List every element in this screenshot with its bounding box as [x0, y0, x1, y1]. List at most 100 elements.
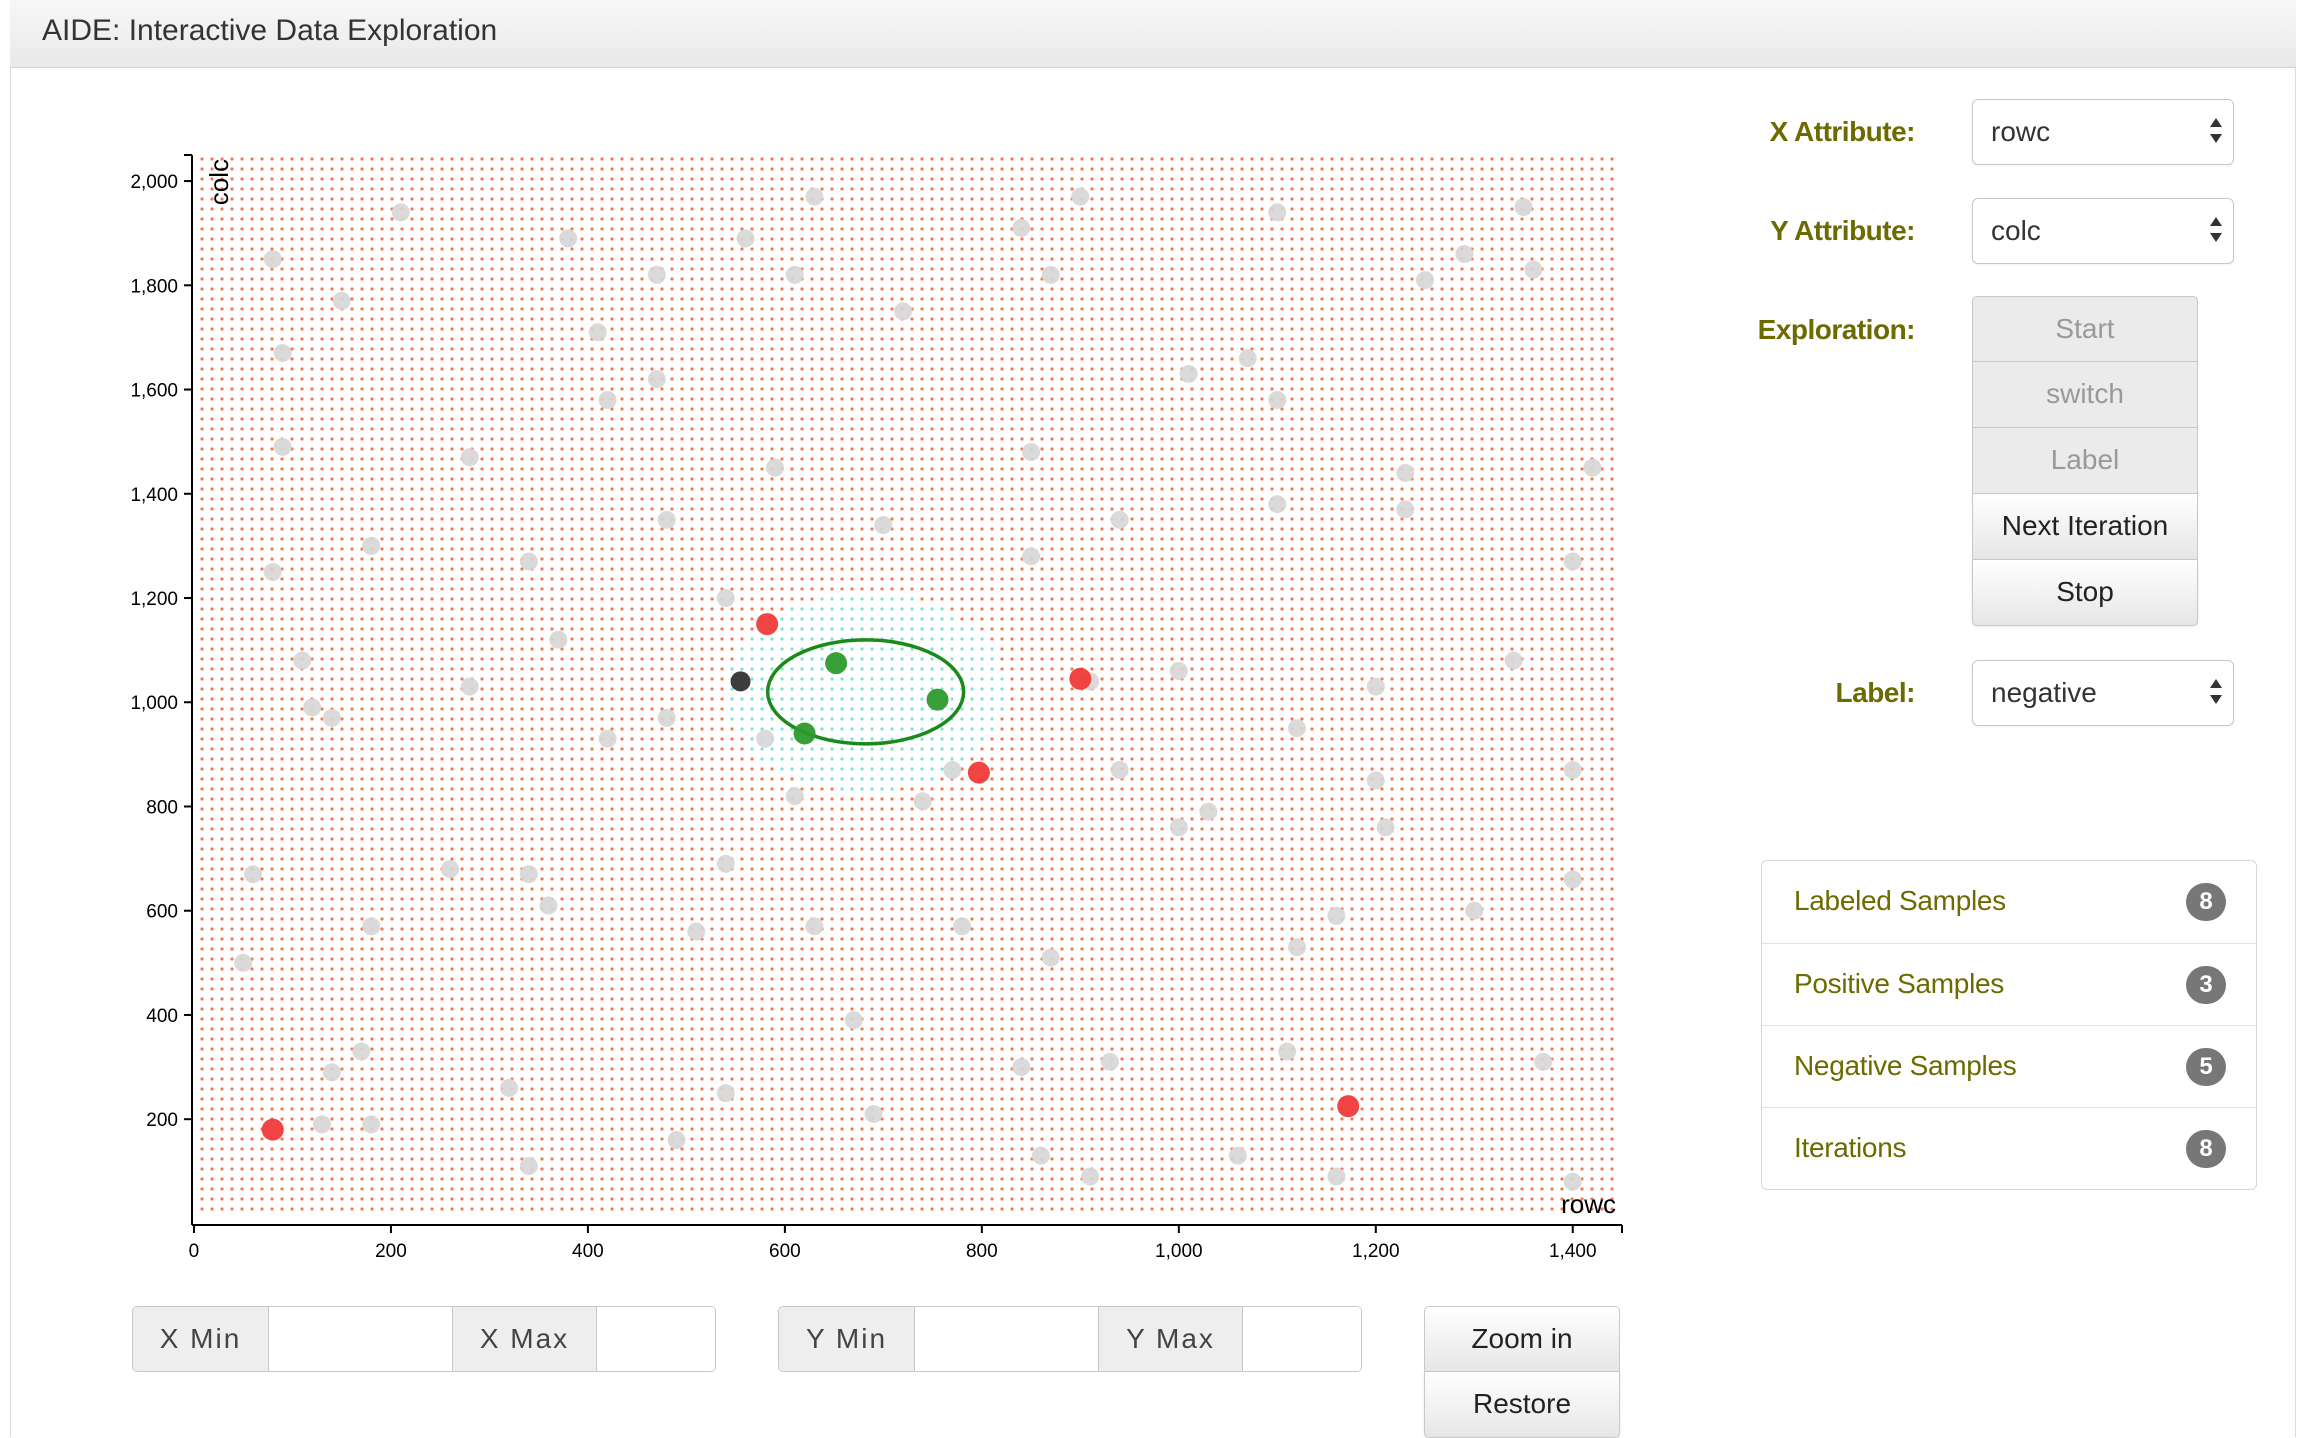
stats-list: Labeled Samples 8 Positive Samples 3 Neg… — [1761, 860, 2257, 1190]
y-tick-label: 400 — [146, 1006, 178, 1027]
y-attribute-label: Y Attribute: — [1695, 215, 1915, 247]
unlabeled-point — [1012, 1058, 1030, 1076]
switch-button[interactable]: switch — [1972, 362, 2198, 428]
x-attribute-label: X Attribute: — [1695, 116, 1915, 148]
unlabeled-point — [520, 1157, 538, 1175]
count-badge: 5 — [2186, 1048, 2226, 1086]
x-tick-label: 1,000 — [1155, 1241, 1203, 1262]
y-min-input[interactable] — [915, 1307, 1099, 1371]
stat-labeled-samples[interactable]: Labeled Samples 8 — [1762, 861, 2256, 943]
unlabeled-point — [786, 266, 804, 284]
positive-point — [825, 652, 847, 674]
unlabeled-point — [264, 250, 282, 268]
y-tick-label: 1,800 — [130, 276, 178, 297]
unlabeled-point — [1278, 1042, 1296, 1060]
unlabeled-point — [1071, 188, 1089, 206]
select-arrows-icon — [2209, 675, 2223, 711]
count-badge: 8 — [2186, 883, 2226, 921]
exploration-button-group: Start switch Label Next Iteration Stop — [1972, 296, 2198, 626]
unlabeled-point — [717, 1084, 735, 1102]
unlabeled-point — [1180, 365, 1198, 383]
label-select[interactable]: negative — [1972, 660, 2234, 726]
unlabeled-point — [1022, 443, 1040, 461]
y-range-group: Y Min Y Max — [778, 1306, 1362, 1372]
unlabeled-point — [1367, 678, 1385, 696]
x-tick-label: 1,400 — [1549, 1241, 1597, 1262]
unlabeled-point — [441, 860, 459, 878]
stat-label: Positive Samples — [1794, 968, 2004, 1000]
stat-negative-samples[interactable]: Negative Samples 5 — [1762, 1025, 2256, 1107]
unlabeled-point — [1239, 349, 1257, 367]
label-field-label: Label: — [1695, 677, 1915, 709]
zoom-button-group: Zoom in Restore — [1424, 1306, 1620, 1438]
unlabeled-point — [264, 563, 282, 581]
unlabeled-point — [274, 344, 292, 362]
unlabeled-point — [1455, 245, 1473, 263]
unlabeled-point — [599, 730, 617, 748]
stat-iterations[interactable]: Iterations 8 — [1762, 1107, 2256, 1189]
stat-positive-samples[interactable]: Positive Samples 3 — [1762, 943, 2256, 1025]
unlabeled-point — [953, 917, 971, 935]
unlabeled-point — [1327, 907, 1345, 925]
unlabeled-point — [461, 678, 479, 696]
y-tick-label: 200 — [146, 1110, 178, 1131]
unlabeled-point — [1022, 547, 1040, 565]
label-button[interactable]: Label — [1972, 428, 2198, 494]
stat-label: Iterations — [1794, 1132, 1906, 1164]
select-arrows-icon — [2209, 114, 2223, 150]
positive-point — [927, 689, 949, 711]
unlabeled-point — [352, 1042, 370, 1060]
unlabeled-point — [865, 1105, 883, 1123]
y-attribute-value: colc — [1991, 215, 2041, 246]
y-tick-label: 1,000 — [130, 693, 178, 714]
negative-point — [1337, 1095, 1359, 1117]
unlabeled-point — [333, 292, 351, 310]
unlabeled-point — [805, 188, 823, 206]
x-min-input[interactable] — [269, 1307, 453, 1371]
y-attribute-select[interactable]: colc — [1972, 198, 2234, 264]
unlabeled-point — [1229, 1147, 1247, 1165]
unlabeled-point — [736, 229, 754, 247]
unlabeled-point — [658, 511, 676, 529]
unlabeled-point — [1524, 261, 1542, 279]
stop-button[interactable]: Stop — [1972, 560, 2198, 626]
unlabeled-point — [549, 631, 567, 649]
y-tick-label: 600 — [146, 902, 178, 923]
x-attribute-select[interactable]: rowc — [1972, 99, 2234, 165]
unlabeled-point — [1081, 1168, 1099, 1186]
negative-point — [262, 1119, 284, 1141]
unlabeled-point — [1534, 1053, 1552, 1071]
unlabeled-point — [520, 865, 538, 883]
unlabeled-point — [648, 370, 666, 388]
zoom-in-button[interactable]: Zoom in — [1424, 1306, 1620, 1372]
select-arrows-icon — [2209, 213, 2223, 249]
unlabeled-point — [599, 391, 617, 409]
next-iteration-button[interactable]: Next Iteration — [1972, 494, 2198, 560]
unlabeled-point — [1396, 500, 1414, 518]
unlabeled-point — [244, 865, 262, 883]
unlabeled-point — [1111, 511, 1129, 529]
start-button[interactable]: Start — [1972, 296, 2198, 362]
unlabeled-point — [1111, 761, 1129, 779]
unlabeled-point — [293, 652, 311, 670]
unlabeled-point — [1032, 1147, 1050, 1165]
x-range-group: X Min X Max — [132, 1306, 716, 1372]
restore-button[interactable]: Restore — [1424, 1372, 1620, 1438]
x-max-addon: X Max — [453, 1307, 597, 1371]
unlabeled-point — [717, 589, 735, 607]
unlabeled-point — [1288, 719, 1306, 737]
unlabeled-point — [1268, 203, 1286, 221]
x-max-input[interactable] — [597, 1307, 715, 1371]
negative-point — [1069, 668, 1091, 690]
unlabeled-point — [658, 709, 676, 727]
stat-label: Labeled Samples — [1794, 885, 2006, 917]
unlabeled-point — [589, 323, 607, 341]
negative-point — [756, 613, 778, 635]
y-axis-label: colc — [204, 159, 234, 205]
unlabeled-point — [500, 1079, 518, 1097]
unlabeled-point — [786, 787, 804, 805]
unlabeled-point — [766, 459, 784, 477]
unlabeled-point — [1396, 464, 1414, 482]
y-max-input[interactable] — [1243, 1307, 1361, 1371]
